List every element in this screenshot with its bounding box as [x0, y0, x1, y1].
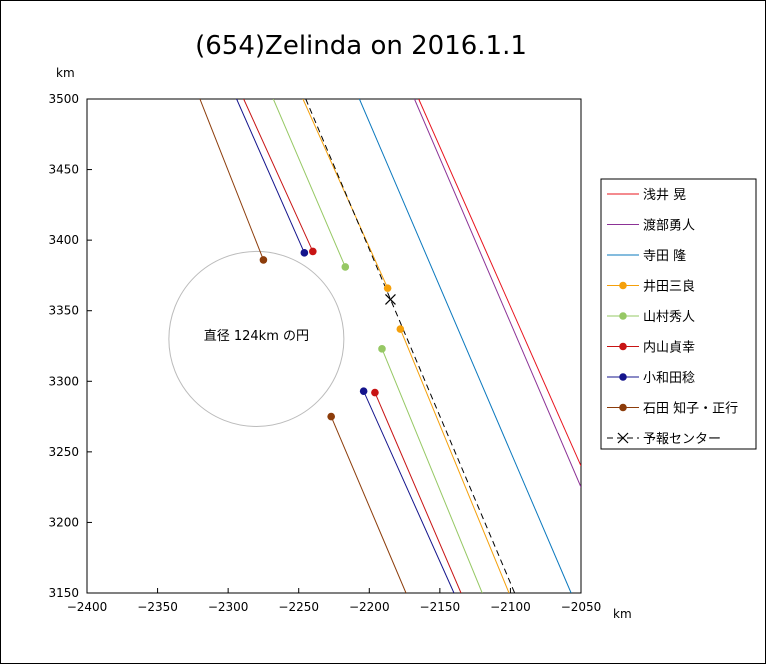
x-tick-label: −2250 — [278, 600, 319, 614]
chord-endpoint — [300, 249, 309, 257]
chart-title: (654)Zelinda on 2016.1.1 — [195, 31, 527, 61]
x-axis: −2400 −2350 −2300 −2250 −2200 −2150 −2100 −2050 — [67, 588, 602, 614]
chord-line — [374, 392, 462, 593]
legend-label: 山村秀人 — [643, 310, 695, 325]
chord-line — [330, 416, 407, 593]
x-tick-label: −2150 — [420, 600, 461, 614]
x-axis-unit: km — [613, 607, 632, 621]
legend-marker — [619, 342, 627, 351]
chord-line — [381, 348, 483, 593]
legend-marker — [619, 403, 627, 412]
x-tick-label: −2100 — [490, 600, 531, 614]
legend-label: 渡部勇人 — [643, 218, 695, 234]
legend-label: 寺田 隆 — [643, 249, 686, 264]
x-marker-stroke — [617, 432, 629, 444]
chord-endpoint — [371, 388, 379, 397]
x-tick-label: −2400 — [67, 600, 108, 614]
plot-area — [86, 98, 582, 594]
legend-label: 浅井 晃 — [643, 188, 686, 203]
y-tick-label: 3500 — [48, 92, 79, 106]
chord-line — [413, 99, 581, 488]
y-axis-unit: km — [56, 66, 75, 80]
x-marker-stroke — [385, 293, 396, 305]
y-tick-label: 3200 — [48, 515, 79, 529]
x-tick-label: −2300 — [208, 600, 249, 614]
chord-line — [272, 99, 346, 268]
chord-endpoint — [341, 263, 350, 271]
x-tick-label: −2050 — [561, 600, 602, 614]
chord-endpoint — [309, 247, 317, 256]
chord-markers — [259, 247, 405, 421]
chord-endpoint — [396, 325, 405, 333]
chord-line — [243, 99, 314, 252]
y-tick-label: 3300 — [48, 374, 79, 388]
legend-marker — [619, 312, 627, 320]
chord-endpoint — [383, 284, 392, 292]
chord-line — [236, 99, 305, 254]
chord-endpoint — [378, 345, 386, 353]
legend-label: 井田三良 — [643, 279, 695, 295]
y-tick-label: 3150 — [48, 586, 79, 600]
legend-marker — [619, 373, 627, 381]
legend-marker — [619, 281, 627, 290]
legend-label: 小和田稔 — [643, 371, 695, 386]
y-tick-label: 3400 — [48, 233, 79, 247]
circle-label: 直径 124km の円 — [204, 329, 309, 344]
chord-endpoint — [259, 256, 268, 264]
chord-endpoint — [327, 412, 335, 421]
legend-label: 予報センター — [643, 432, 721, 447]
center-marker — [385, 293, 396, 305]
x-tick-label: −2200 — [349, 600, 390, 614]
y-axis: 3150 3200 3250 3300 3350 3400 3450 3500 — [48, 92, 92, 600]
y-tick-label: 3450 — [48, 163, 79, 177]
plot-content — [168, 99, 581, 593]
chord-line — [358, 99, 572, 593]
chord-endpoint — [359, 387, 368, 395]
chord-line — [399, 328, 510, 593]
legend-label: 内山貞幸 — [643, 340, 695, 356]
legend-marker — [617, 432, 629, 444]
y-tick-label: 3350 — [48, 304, 79, 318]
x-tick-label: −2350 — [137, 600, 178, 614]
chord-line — [418, 99, 581, 467]
y-tick-label: 3250 — [48, 445, 79, 459]
chord-line — [363, 390, 455, 593]
diameter-circle — [168, 250, 345, 427]
chord-line — [199, 99, 264, 261]
legend-label: 石田 知子・正行 — [643, 401, 738, 417]
